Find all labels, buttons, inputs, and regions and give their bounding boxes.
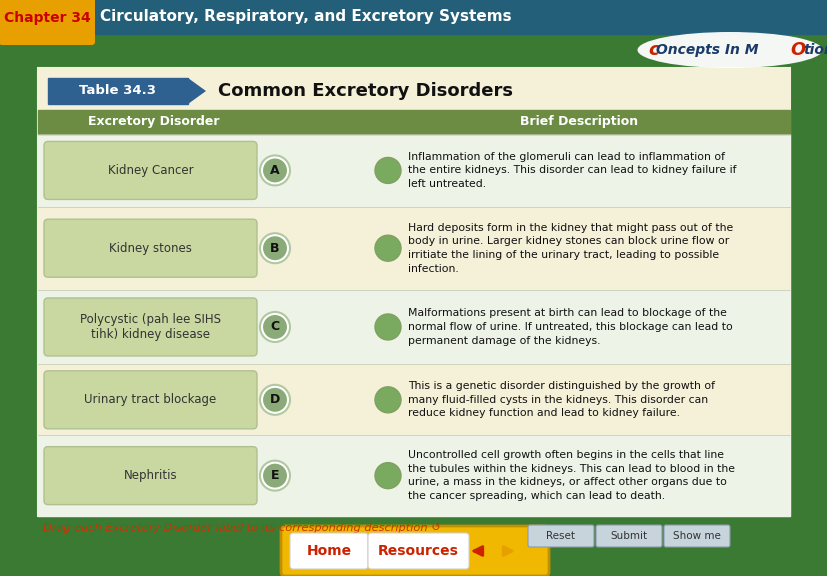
Text: Excretory Disorder: Excretory Disorder xyxy=(88,116,219,128)
Text: c: c xyxy=(648,41,657,59)
Text: Brief Description: Brief Description xyxy=(519,116,638,128)
Text: Kidney stones: Kidney stones xyxy=(109,242,192,255)
Bar xyxy=(38,134,789,207)
Circle shape xyxy=(260,156,289,185)
Text: D: D xyxy=(270,393,280,406)
Text: Drag each Excretory Disorder label to its corresponding description ↺: Drag each Excretory Disorder label to it… xyxy=(43,523,440,533)
Polygon shape xyxy=(188,78,206,104)
FancyBboxPatch shape xyxy=(44,142,256,199)
Text: Table 34.3: Table 34.3 xyxy=(79,85,156,97)
Text: Kidney Cancer: Kidney Cancer xyxy=(108,164,193,177)
Circle shape xyxy=(375,157,400,183)
Text: Hard deposits form in the kidney that might pass out of the
body in urine. Large: Hard deposits form in the kidney that mi… xyxy=(408,223,733,274)
Text: Show me: Show me xyxy=(672,531,720,541)
FancyBboxPatch shape xyxy=(663,525,729,547)
Text: Common Excretory Disorders: Common Excretory Disorders xyxy=(218,82,513,100)
Bar xyxy=(38,435,789,516)
Text: Chapter 34: Chapter 34 xyxy=(3,11,90,25)
Bar xyxy=(0,526,827,576)
FancyBboxPatch shape xyxy=(44,298,256,356)
Bar xyxy=(367,110,789,134)
Text: tion: tion xyxy=(802,43,827,57)
Text: Uncontrolled cell growth often begins in the cells that line
the tubules within : Uncontrolled cell growth often begins in… xyxy=(408,450,734,501)
Text: Reset: Reset xyxy=(546,531,575,541)
Circle shape xyxy=(375,314,400,340)
Text: C: C xyxy=(270,320,280,334)
FancyBboxPatch shape xyxy=(528,525,593,547)
Text: Inflammation of the glomeruli can lead to inflammation of
the entire kidneys. Th: Inflammation of the glomeruli can lead t… xyxy=(408,152,735,189)
Circle shape xyxy=(260,461,289,491)
Bar xyxy=(38,290,789,365)
FancyBboxPatch shape xyxy=(44,219,256,277)
FancyBboxPatch shape xyxy=(289,533,367,569)
FancyBboxPatch shape xyxy=(0,0,95,45)
Text: Oncepts In M: Oncepts In M xyxy=(655,43,758,57)
Ellipse shape xyxy=(637,32,821,68)
Circle shape xyxy=(375,235,400,261)
Text: E: E xyxy=(270,469,279,482)
Text: Circulatory, Respiratory, and Excretory Systems: Circulatory, Respiratory, and Excretory … xyxy=(100,9,511,25)
Text: Urinary tract blockage: Urinary tract blockage xyxy=(84,393,217,406)
Circle shape xyxy=(260,312,289,342)
Bar xyxy=(38,110,367,134)
Circle shape xyxy=(375,463,400,488)
Text: Malformations present at birth can lead to blockage of the
normal flow of urine.: Malformations present at birth can lead … xyxy=(408,308,732,346)
Text: B: B xyxy=(270,242,280,255)
Bar xyxy=(0,0,827,34)
Text: This is a genetic disorder distinguished by the growth of
many fluid-filled cyst: This is a genetic disorder distinguished… xyxy=(408,381,715,418)
FancyBboxPatch shape xyxy=(44,446,256,505)
Circle shape xyxy=(375,387,400,413)
FancyBboxPatch shape xyxy=(44,371,256,429)
Circle shape xyxy=(260,233,289,263)
FancyBboxPatch shape xyxy=(280,526,548,576)
Bar xyxy=(48,78,188,104)
Text: A: A xyxy=(270,164,280,177)
Text: Resources: Resources xyxy=(378,544,458,558)
FancyBboxPatch shape xyxy=(367,533,468,569)
Text: Submit: Submit xyxy=(609,531,647,541)
Text: Nephritis: Nephritis xyxy=(123,469,177,482)
Bar xyxy=(38,68,789,516)
FancyBboxPatch shape xyxy=(595,525,662,547)
Circle shape xyxy=(260,385,289,415)
Text: Home: Home xyxy=(306,544,351,558)
Bar xyxy=(38,207,789,290)
Text: Polycystic (pah lee SIHS
tihk) kidney disease: Polycystic (pah lee SIHS tihk) kidney di… xyxy=(80,313,221,341)
Text: O: O xyxy=(789,41,805,59)
Bar xyxy=(38,365,789,435)
